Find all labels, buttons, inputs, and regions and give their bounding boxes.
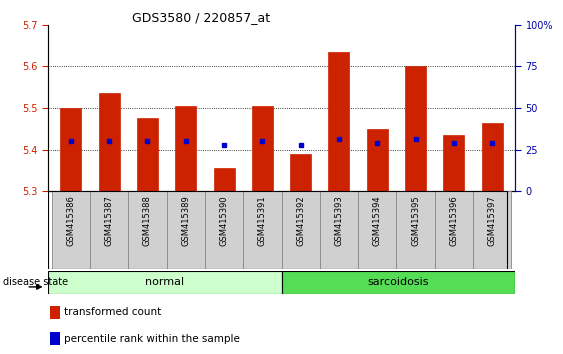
Bar — [50, 306, 60, 319]
Bar — [252, 106, 273, 191]
Bar — [137, 118, 158, 191]
Bar — [405, 67, 426, 191]
Bar — [328, 52, 350, 191]
FancyBboxPatch shape — [90, 191, 128, 269]
Bar — [99, 93, 120, 191]
Text: GSM415397: GSM415397 — [488, 195, 497, 246]
Bar — [290, 154, 311, 191]
FancyBboxPatch shape — [282, 191, 320, 269]
FancyBboxPatch shape — [243, 191, 282, 269]
Bar — [48, 271, 282, 294]
Text: GSM415386: GSM415386 — [66, 195, 75, 246]
Text: GSM415387: GSM415387 — [105, 195, 114, 246]
Text: GSM415388: GSM415388 — [143, 195, 152, 246]
FancyBboxPatch shape — [52, 191, 90, 269]
Text: GSM415390: GSM415390 — [220, 195, 229, 246]
FancyBboxPatch shape — [358, 191, 396, 269]
FancyBboxPatch shape — [320, 191, 358, 269]
Text: disease state: disease state — [3, 276, 68, 286]
FancyBboxPatch shape — [396, 191, 435, 269]
Text: percentile rank within the sample: percentile rank within the sample — [64, 334, 240, 344]
FancyBboxPatch shape — [205, 191, 243, 269]
Bar — [60, 108, 82, 191]
FancyBboxPatch shape — [128, 191, 167, 269]
Bar — [481, 122, 503, 191]
Text: GSM415394: GSM415394 — [373, 195, 382, 246]
Text: GSM415396: GSM415396 — [449, 195, 458, 246]
Bar — [175, 106, 196, 191]
Text: GSM415395: GSM415395 — [411, 195, 420, 246]
Bar — [443, 135, 464, 191]
Text: GDS3580 / 220857_at: GDS3580 / 220857_at — [132, 11, 270, 24]
Text: GSM415391: GSM415391 — [258, 195, 267, 246]
FancyBboxPatch shape — [167, 191, 205, 269]
Bar — [50, 332, 60, 345]
FancyBboxPatch shape — [435, 191, 473, 269]
Text: normal: normal — [145, 277, 184, 287]
Text: sarcoidosis: sarcoidosis — [368, 277, 429, 287]
Text: transformed count: transformed count — [64, 307, 162, 317]
Text: GSM415393: GSM415393 — [334, 195, 343, 246]
FancyBboxPatch shape — [473, 191, 511, 269]
Bar — [213, 168, 235, 191]
Bar — [282, 271, 515, 294]
Bar — [367, 129, 388, 191]
Text: GSM415389: GSM415389 — [181, 195, 190, 246]
Text: GSM415392: GSM415392 — [296, 195, 305, 246]
